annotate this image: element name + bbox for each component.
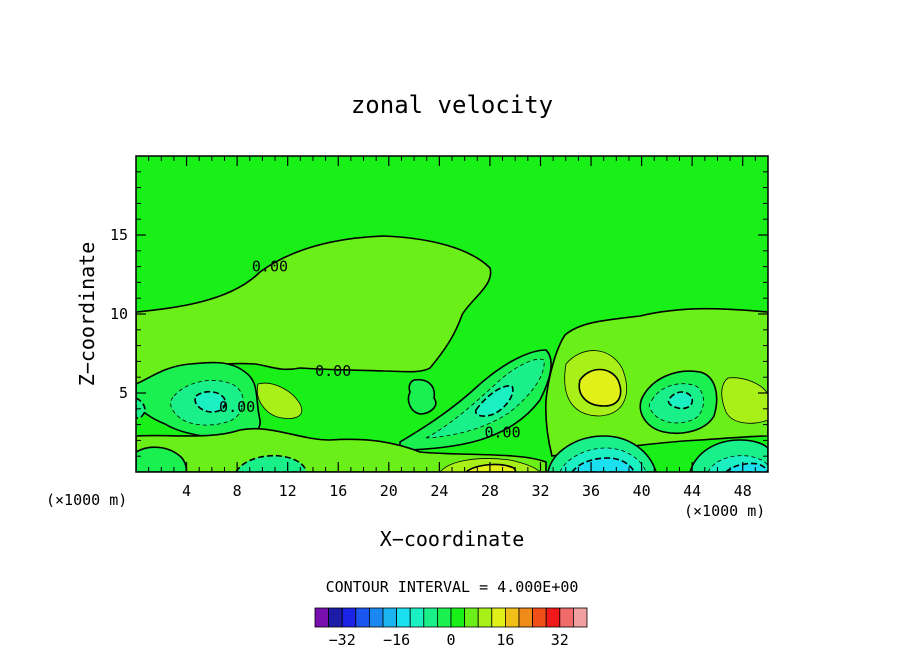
y-tick-label: 5	[119, 384, 128, 402]
colorbar-tick-label: 0	[446, 631, 455, 649]
x-axis-label: X−coordinate	[380, 527, 525, 551]
positive-bottom-peak	[464, 463, 517, 472]
negative-core-right	[667, 391, 694, 410]
colorbar-swatch	[545, 607, 561, 628]
colorbar-swatch	[423, 607, 438, 628]
x-tick-label: 32	[531, 482, 549, 500]
colorbar-swatch	[396, 607, 411, 628]
colorbar-swatch	[368, 607, 384, 628]
x-tick-label: 48	[734, 482, 752, 500]
colorbar-swatch	[409, 607, 425, 628]
negative-left-edge	[136, 397, 146, 419]
contour-label: 0.00	[315, 362, 351, 380]
colorbar-swatch	[314, 607, 330, 628]
colorbar-swatch	[573, 607, 588, 628]
colorbar-swatch	[532, 607, 547, 628]
x-tick-label: 12	[279, 482, 297, 500]
chart-title: zonal velocity	[351, 91, 553, 119]
colorbar-swatch	[504, 607, 520, 628]
positive-patch-48	[721, 377, 768, 424]
colorbar-tick-label: 16	[496, 631, 514, 649]
x-units-right: (×1000 m)	[684, 502, 765, 520]
contour-label: 0.00	[252, 258, 288, 276]
x-units-left: (×1000 m)	[46, 491, 127, 509]
colorbar-swatch	[341, 607, 357, 628]
colorbar-tick-label: 32	[551, 631, 569, 649]
x-tick-label: 28	[481, 482, 499, 500]
colorbar-swatch	[559, 607, 574, 628]
colorbar-swatch	[464, 607, 479, 628]
y-tick-label: 10	[110, 305, 128, 323]
x-tick-label: 40	[633, 482, 651, 500]
positive-peak-36	[578, 368, 622, 407]
colorbar-swatch	[355, 607, 370, 628]
negative-bottom-36-core	[570, 457, 635, 472]
colorbar-swatch	[450, 607, 466, 628]
contour-label: 0.00	[219, 398, 255, 416]
colorbar-swatch	[436, 607, 452, 628]
negative-bottom-12	[235, 454, 307, 472]
colorbar-swatch	[328, 607, 343, 628]
negative-core-left	[194, 390, 227, 413]
contour-label: 0.00	[484, 424, 520, 442]
negative-blob-22	[407, 378, 437, 415]
x-tick-label: 36	[582, 482, 600, 500]
contour-interval: CONTOUR INTERVAL = 4.000E+00	[326, 578, 579, 596]
negative-core-center	[474, 385, 514, 417]
y-tick-label: 15	[110, 226, 128, 244]
x-tick-label: 24	[430, 482, 448, 500]
x-tick-label: 20	[380, 482, 398, 500]
colorbar-tick-label: −16	[383, 631, 410, 649]
colorbar: −32 −16 0 16 32	[314, 607, 588, 649]
colorbar-swatch	[382, 607, 398, 628]
plot-area: 0.00 0.00 0.00 0.00	[136, 156, 768, 472]
colorbar-swatch	[491, 607, 506, 628]
x-tick-label: 44	[683, 482, 701, 500]
x-tick-label: 4	[182, 482, 191, 500]
colorbar-tick-label: −32	[329, 631, 356, 649]
positive-bottom-band	[136, 427, 547, 472]
colorbar-swatch	[518, 607, 534, 628]
x-tick-label: 16	[329, 482, 347, 500]
contour-labels: 0.00 0.00 0.00 0.00	[219, 258, 521, 442]
y-axis-label: Z−coordinate	[75, 242, 99, 387]
colorbar-swatch	[477, 607, 493, 628]
x-tick-label: 8	[233, 482, 242, 500]
positive-patch-12	[256, 382, 303, 419]
